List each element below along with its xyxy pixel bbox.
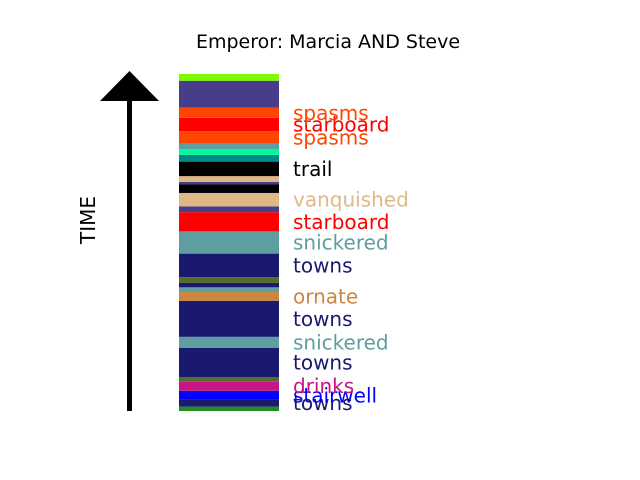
segment-11 xyxy=(179,277,279,283)
segment-23 xyxy=(179,143,279,150)
segment-label-7: towns xyxy=(293,307,353,331)
segment-4 xyxy=(179,377,279,382)
segment-2 xyxy=(179,390,279,400)
segment-7 xyxy=(179,300,279,337)
segment-10 xyxy=(179,282,279,288)
segment-28 xyxy=(179,74,279,81)
segment-0 xyxy=(179,406,279,411)
segment-16 xyxy=(179,192,279,207)
segment-1 xyxy=(179,399,279,407)
segment-labels: townsstairwelldrinkstownssnickeredtownso… xyxy=(293,101,409,415)
segment-3 xyxy=(179,381,279,391)
segment-21 xyxy=(179,154,279,162)
segment-14 xyxy=(179,212,279,232)
segment-22 xyxy=(179,149,279,155)
segment-9 xyxy=(179,287,279,293)
segment-19 xyxy=(179,176,279,182)
segment-15 xyxy=(179,206,279,213)
segment-label-20: trail xyxy=(293,157,332,181)
time-arrow-head xyxy=(100,71,159,101)
segment-27 xyxy=(179,80,279,108)
segment-6 xyxy=(179,336,279,348)
segment-17 xyxy=(179,184,279,193)
segment-18 xyxy=(179,181,279,185)
segment-label-2: stairwell xyxy=(293,383,377,407)
segment-label-16: vanquished xyxy=(293,188,409,212)
segment-24 xyxy=(179,131,279,144)
segment-label-24: spasms xyxy=(293,126,369,150)
segment-26 xyxy=(179,107,279,118)
segment-label-25: starboard xyxy=(293,113,390,137)
segment-8 xyxy=(179,292,279,301)
segment-25 xyxy=(179,117,279,132)
segment-20 xyxy=(179,161,279,177)
segment-label-6: snickered xyxy=(293,330,389,354)
y-axis-label: TIME xyxy=(76,196,100,245)
segment-5 xyxy=(179,347,279,378)
segment-label-3: drinks xyxy=(293,374,354,398)
segment-label-12: towns xyxy=(293,253,353,277)
segment-12 xyxy=(179,253,279,278)
segment-label-1: towns xyxy=(293,391,353,415)
stacked-segments xyxy=(179,74,279,411)
chart-title: Emperor: Marcia AND Steve xyxy=(196,31,460,53)
segment-label-13: snickered xyxy=(293,231,389,255)
segment-label-5: towns xyxy=(293,351,353,375)
segment-label-26: spasms xyxy=(293,101,369,125)
segment-label-14: starboard xyxy=(293,210,390,234)
segment-13 xyxy=(179,231,279,254)
segment-label-8: ornate xyxy=(293,284,358,308)
